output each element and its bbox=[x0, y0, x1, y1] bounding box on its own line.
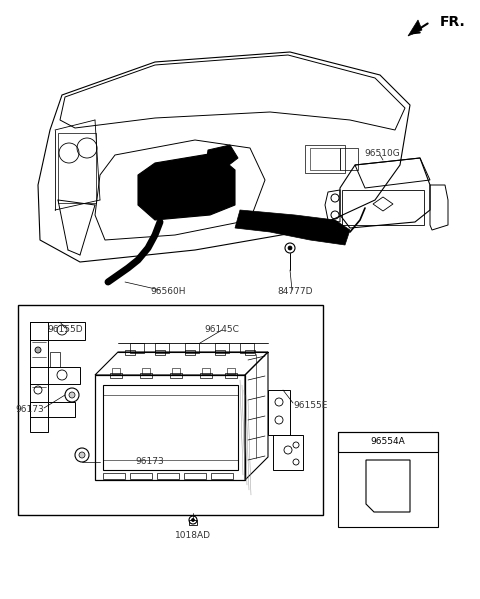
Bar bbox=[130, 473, 152, 479]
Bar bbox=[202, 368, 210, 374]
Bar bbox=[155, 343, 169, 353]
Text: 1018AD: 1018AD bbox=[175, 531, 211, 540]
Bar bbox=[112, 368, 120, 374]
Bar bbox=[342, 190, 424, 225]
Bar bbox=[185, 343, 199, 353]
Bar bbox=[189, 520, 197, 525]
Bar bbox=[50, 352, 60, 367]
Bar bbox=[340, 148, 358, 170]
Bar bbox=[185, 350, 195, 355]
Bar bbox=[240, 343, 254, 353]
Text: 96554A: 96554A bbox=[371, 437, 406, 446]
Circle shape bbox=[79, 452, 85, 458]
Bar bbox=[155, 350, 165, 355]
Bar bbox=[310, 148, 340, 170]
Bar bbox=[305, 145, 345, 173]
Text: 96560H: 96560H bbox=[150, 286, 186, 295]
Text: 96155D: 96155D bbox=[47, 325, 83, 334]
Circle shape bbox=[35, 347, 41, 353]
Bar bbox=[103, 473, 125, 479]
Text: 96155E: 96155E bbox=[293, 401, 327, 410]
Text: 96145C: 96145C bbox=[204, 325, 240, 334]
Bar bbox=[184, 473, 206, 479]
Bar bbox=[58, 133, 96, 203]
Text: FR.: FR. bbox=[440, 15, 466, 29]
Text: 96173: 96173 bbox=[15, 406, 44, 415]
Bar bbox=[211, 473, 233, 479]
Polygon shape bbox=[408, 20, 422, 36]
Bar bbox=[140, 373, 152, 378]
Bar bbox=[338, 432, 438, 452]
Bar bbox=[18, 305, 323, 515]
Bar bbox=[227, 368, 235, 374]
Circle shape bbox=[69, 392, 75, 398]
Bar bbox=[170, 373, 182, 378]
Polygon shape bbox=[138, 153, 235, 220]
Bar bbox=[245, 350, 255, 355]
Circle shape bbox=[288, 246, 292, 250]
Text: 96173: 96173 bbox=[136, 458, 164, 467]
Bar bbox=[142, 368, 150, 374]
Bar bbox=[157, 473, 179, 479]
Bar bbox=[215, 343, 229, 353]
Bar bbox=[103, 385, 238, 470]
Bar bbox=[110, 373, 122, 378]
Circle shape bbox=[192, 519, 194, 522]
Bar bbox=[125, 350, 135, 355]
Text: 84777D: 84777D bbox=[277, 286, 313, 295]
Text: 96510G: 96510G bbox=[364, 149, 400, 158]
Bar bbox=[200, 373, 212, 378]
Polygon shape bbox=[205, 145, 238, 170]
Polygon shape bbox=[235, 210, 350, 245]
Bar bbox=[172, 368, 180, 374]
Bar bbox=[338, 432, 438, 527]
Bar bbox=[215, 350, 225, 355]
Bar bbox=[130, 343, 144, 353]
Bar bbox=[225, 373, 237, 378]
